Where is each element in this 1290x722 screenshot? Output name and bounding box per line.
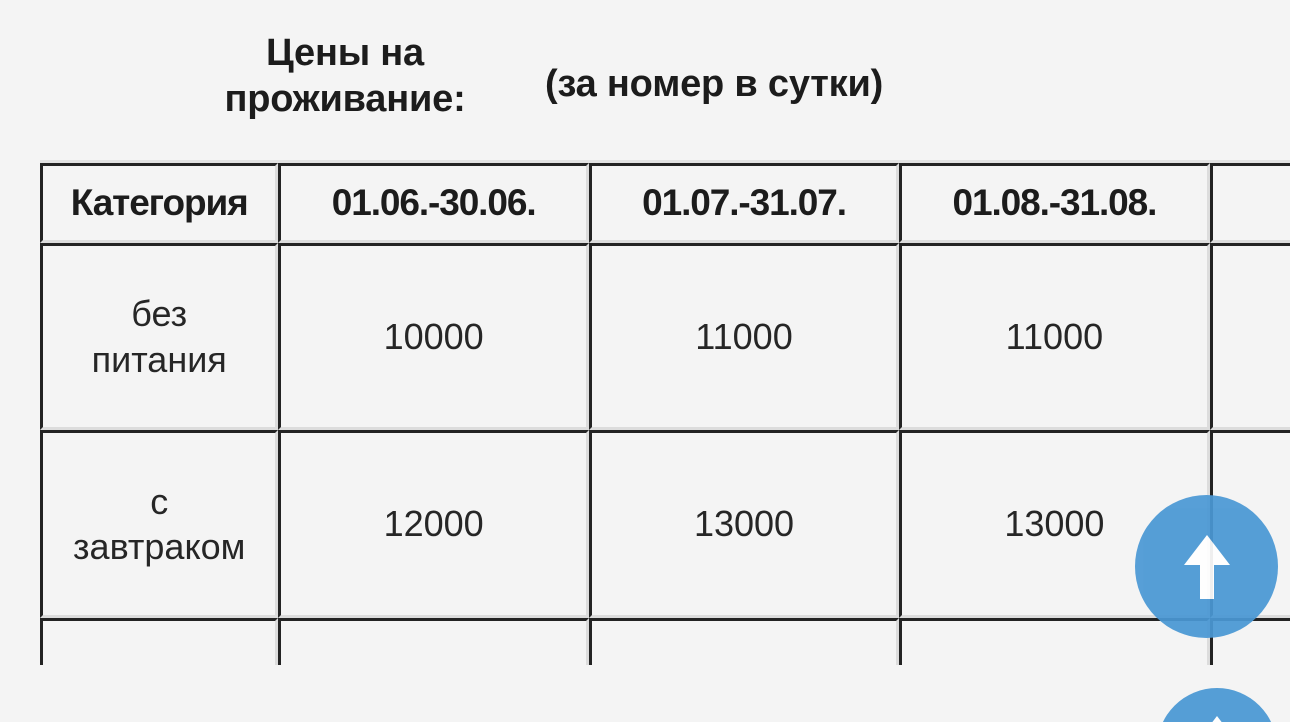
table-row: с завтраком 12000 13000 13000 12000 [40, 430, 1290, 618]
scroll-to-top-button[interactable] [1135, 495, 1278, 638]
row-label-full-board: с 3х- разовым питанием [40, 617, 279, 665]
table-row: без питания 10000 11000 11000 10000 [40, 243, 1290, 431]
page-subtitle: (за номер в сутки) [545, 63, 884, 105]
secondary-fab-button[interactable] [1157, 688, 1277, 722]
page-heading: Цены на проживание: (за номер в сутки) [0, 18, 1290, 148]
price-cell: 12000 [278, 430, 589, 618]
price-cell: 13000 [588, 430, 900, 618]
table-header-row: Категория 01.06.-30.06. 01.07.-31.07. 01… [40, 163, 1290, 243]
row-label-no-meals: без питания [40, 243, 279, 431]
price-cell: 15000 [899, 617, 1210, 665]
price-cell: 11000 [899, 243, 1210, 431]
price-table: Категория 01.06.-30.06. 01.07.-31.07. 01… [40, 160, 1290, 665]
price-cell: 15000 [588, 617, 900, 665]
table-row: с 3х- разовым питанием 14000 15000 15000… [40, 617, 1290, 665]
price-table-scroll-area[interactable]: Категория 01.06.-30.06. 01.07.-31.07. 01… [40, 160, 1290, 665]
table-header-period-jun: 01.06.-30.06. [278, 163, 589, 243]
cell-text: с завтраком [73, 480, 246, 568]
arrow-up-icon [1212, 716, 1222, 722]
page-title: Цены на проживание: [224, 32, 466, 121]
price-cell: 14000 [278, 617, 589, 665]
price-cell: 10000 [278, 243, 589, 431]
table-header-category: Категория [40, 163, 279, 243]
arrow-up-icon [1183, 534, 1230, 599]
table-header-period-sep: 01.09.-3 [1209, 163, 1290, 243]
table-header-period-jul: 01.07.-31.07. [588, 163, 900, 243]
table-header-period-aug: 01.08.-31.08. [899, 163, 1210, 243]
price-cell: 10000 [1209, 243, 1290, 431]
price-cell: 11000 [588, 243, 900, 431]
row-label-breakfast: с завтраком [40, 430, 279, 618]
cell-text: без питания [91, 293, 227, 380]
